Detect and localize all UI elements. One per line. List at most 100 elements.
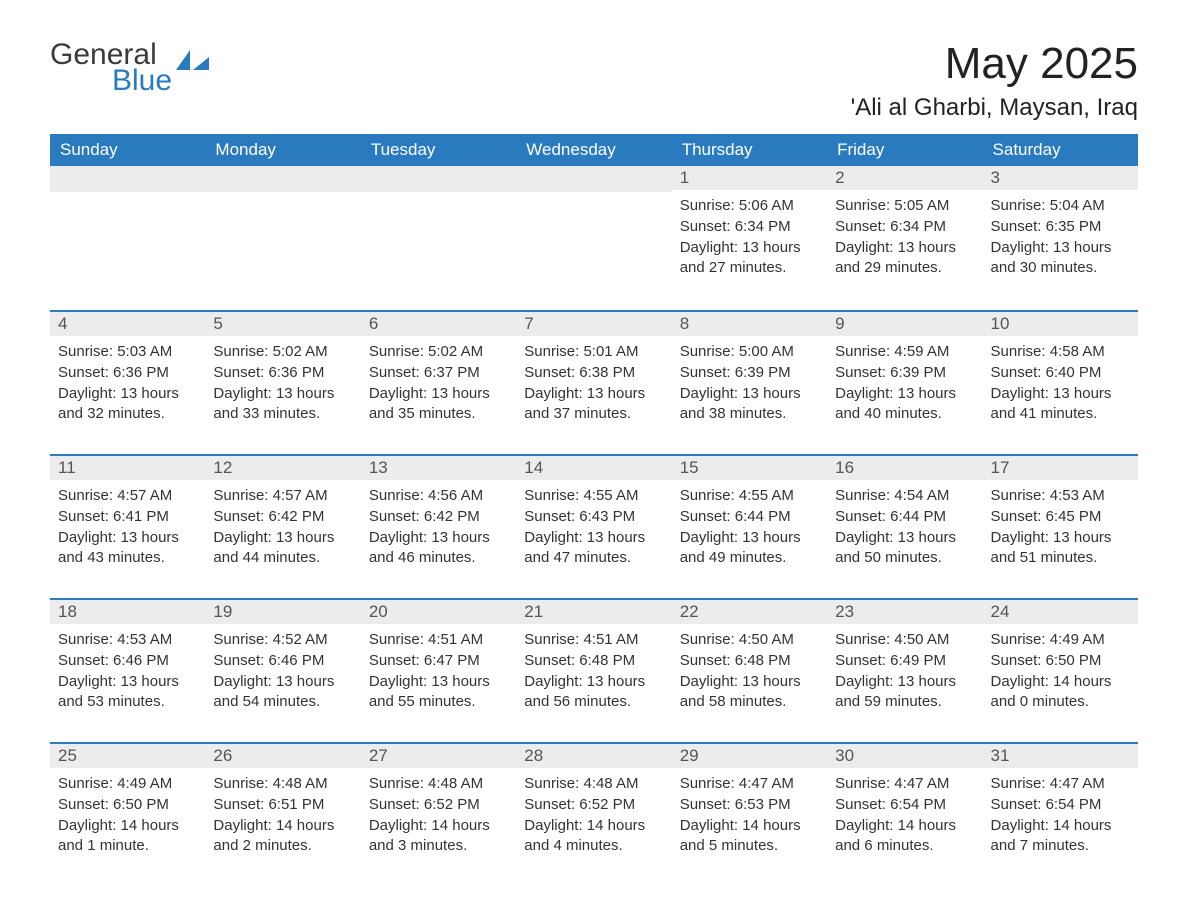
day-body: Sunrise: 4:48 AMSunset: 6:52 PMDaylight:… [516, 768, 671, 861]
sunrise-line: Sunrise: 4:50 AM [835, 630, 974, 651]
day-cell: 25Sunrise: 4:49 AMSunset: 6:50 PMDayligh… [50, 742, 205, 886]
day-number: 12 [205, 456, 360, 480]
daylight-line: Daylight: 13 hours and 30 minutes. [991, 238, 1130, 279]
sunrise-line: Sunrise: 4:57 AM [213, 486, 352, 507]
day-number: 8 [672, 312, 827, 336]
sunset-line: Sunset: 6:39 PM [680, 363, 819, 384]
day-cell: 7Sunrise: 5:01 AMSunset: 6:38 PMDaylight… [516, 310, 671, 454]
day-cell: 16Sunrise: 4:54 AMSunset: 6:44 PMDayligh… [827, 454, 982, 598]
day-cell: 21Sunrise: 4:51 AMSunset: 6:48 PMDayligh… [516, 598, 671, 742]
calendar-page: General Blue May 2025 'Ali al Gharbi, Ma… [0, 0, 1188, 918]
weekday-tuesday: Tuesday [361, 134, 516, 166]
daylight-line: Daylight: 13 hours and 35 minutes. [369, 384, 508, 425]
empty-cell [205, 166, 360, 310]
day-body: Sunrise: 5:03 AMSunset: 6:36 PMDaylight:… [50, 336, 205, 429]
sunset-line: Sunset: 6:54 PM [991, 795, 1130, 816]
day-number: 10 [983, 312, 1138, 336]
day-body: Sunrise: 4:47 AMSunset: 6:53 PMDaylight:… [672, 768, 827, 861]
day-body: Sunrise: 5:04 AMSunset: 6:35 PMDaylight:… [983, 190, 1138, 283]
sunrise-line: Sunrise: 5:00 AM [680, 342, 819, 363]
sunrise-line: Sunrise: 4:48 AM [369, 774, 508, 795]
daylight-line: Daylight: 13 hours and 55 minutes. [369, 672, 508, 713]
day-cell: 30Sunrise: 4:47 AMSunset: 6:54 PMDayligh… [827, 742, 982, 886]
day-cell: 19Sunrise: 4:52 AMSunset: 6:46 PMDayligh… [205, 598, 360, 742]
daylight-line: Daylight: 13 hours and 38 minutes. [680, 384, 819, 425]
calendar-table: SundayMondayTuesdayWednesdayThursdayFrid… [50, 134, 1138, 886]
day-cell: 17Sunrise: 4:53 AMSunset: 6:45 PMDayligh… [983, 454, 1138, 598]
day-number: 29 [672, 744, 827, 768]
sunrise-line: Sunrise: 5:03 AM [58, 342, 197, 363]
day-number: 13 [361, 456, 516, 480]
daylight-line: Daylight: 13 hours and 53 minutes. [58, 672, 197, 713]
day-cell: 24Sunrise: 4:49 AMSunset: 6:50 PMDayligh… [983, 598, 1138, 742]
day-number: 15 [672, 456, 827, 480]
day-number: 20 [361, 600, 516, 624]
daylight-line: Daylight: 13 hours and 41 minutes. [991, 384, 1130, 425]
sunset-line: Sunset: 6:36 PM [213, 363, 352, 384]
sunset-line: Sunset: 6:46 PM [58, 651, 197, 672]
day-body: Sunrise: 5:02 AMSunset: 6:37 PMDaylight:… [361, 336, 516, 429]
daylight-line: Daylight: 13 hours and 29 minutes. [835, 238, 974, 279]
sunrise-line: Sunrise: 5:02 AM [213, 342, 352, 363]
day-body: Sunrise: 4:50 AMSunset: 6:48 PMDaylight:… [672, 624, 827, 717]
sunrise-line: Sunrise: 5:05 AM [835, 196, 974, 217]
day-body: Sunrise: 4:54 AMSunset: 6:44 PMDaylight:… [827, 480, 982, 573]
sunset-line: Sunset: 6:47 PM [369, 651, 508, 672]
sunrise-line: Sunrise: 5:04 AM [991, 196, 1130, 217]
sunrise-line: Sunrise: 5:01 AM [524, 342, 663, 363]
day-number [516, 166, 671, 192]
day-body: Sunrise: 4:48 AMSunset: 6:52 PMDaylight:… [361, 768, 516, 861]
sunset-line: Sunset: 6:34 PM [835, 217, 974, 238]
calendar-head: SundayMondayTuesdayWednesdayThursdayFrid… [50, 134, 1138, 166]
empty-cell [50, 166, 205, 310]
day-cell: 13 Sunrise: 4:56 AMSunset: 6:42 PMDayligh… [361, 454, 516, 598]
sunrise-line: Sunrise: 5:02 AM [369, 342, 508, 363]
day-number: 7 [516, 312, 671, 336]
day-number: 27 [361, 744, 516, 768]
day-number: 22 [672, 600, 827, 624]
sunset-line: Sunset: 6:51 PM [213, 795, 352, 816]
daylight-line: Daylight: 13 hours and 44 minutes. [213, 528, 352, 569]
daylight-line: Daylight: 13 hours and 58 minutes. [680, 672, 819, 713]
page-header: General Blue May 2025 'Ali al Gharbi, Ma… [50, 40, 1138, 122]
sunrise-line: Sunrise: 4:47 AM [991, 774, 1130, 795]
day-body: Sunrise: 4:58 AMSunset: 6:40 PMDaylight:… [983, 336, 1138, 429]
day-number: 19 [205, 600, 360, 624]
day-body: Sunrise: 4:53 AMSunset: 6:45 PMDaylight:… [983, 480, 1138, 573]
day-number [205, 166, 360, 192]
day-body: Sunrise: 4:59 AMSunset: 6:39 PMDaylight:… [827, 336, 982, 429]
day-number: 16 [827, 456, 982, 480]
day-cell: 20Sunrise: 4:51 AMSunset: 6:47 PMDayligh… [361, 598, 516, 742]
day-body: Sunrise: 4:51 AMSunset: 6:47 PMDaylight:… [361, 624, 516, 717]
location: 'Ali al Gharbi, Maysan, Iraq [851, 94, 1138, 122]
daylight-line: Daylight: 14 hours and 5 minutes. [680, 816, 819, 857]
sunset-line: Sunset: 6:45 PM [991, 507, 1130, 528]
day-number [361, 166, 516, 192]
sunrise-line: Sunrise: 4:58 AM [991, 342, 1130, 363]
daylight-line: Daylight: 13 hours and 59 minutes. [835, 672, 974, 713]
daylight-line: Daylight: 13 hours and 49 minutes. [680, 528, 819, 569]
daylight-line: Daylight: 14 hours and 0 minutes. [991, 672, 1130, 713]
day-cell: 12 Sunrise: 4:57 AMSunset: 6:42 PMDayligh… [205, 454, 360, 598]
sunset-line: Sunset: 6:42 PM [369, 507, 508, 528]
day-number: 1 [672, 166, 827, 190]
day-cell: 14Sunrise: 4:55 AMSunset: 6:43 PMDayligh… [516, 454, 671, 598]
sunset-line: Sunset: 6:44 PM [835, 507, 974, 528]
sunset-line: Sunset: 6:38 PM [524, 363, 663, 384]
sunset-line: Sunset: 6:49 PM [835, 651, 974, 672]
day-number: 14 [516, 456, 671, 480]
day-body: Sunrise: 4:49 AMSunset: 6:50 PMDaylight:… [983, 624, 1138, 717]
day-cell: 5Sunrise: 5:02 AMSunset: 6:36 PMDaylight… [205, 310, 360, 454]
day-cell: 18Sunrise: 4:53 AMSunset: 6:46 PMDayligh… [50, 598, 205, 742]
sunset-line: Sunset: 6:42 PM [213, 507, 352, 528]
empty-cell [361, 166, 516, 310]
day-number: 21 [516, 600, 671, 624]
sunrise-line: Sunrise: 4:56 AM [369, 486, 508, 507]
sunset-line: Sunset: 6:53 PM [680, 795, 819, 816]
day-cell: 28Sunrise: 4:48 AMSunset: 6:52 PMDayligh… [516, 742, 671, 886]
day-cell: 11Sunrise: 4:57 AMSunset: 6:41 PMDayligh… [50, 454, 205, 598]
title-block: May 2025 'Ali al Gharbi, Maysan, Iraq [851, 40, 1138, 122]
daylight-line: Daylight: 13 hours and 46 minutes. [369, 528, 508, 569]
day-body: Sunrise: 4:52 AMSunset: 6:46 PMDaylight:… [205, 624, 360, 717]
day-body: Sunrise: 4:51 AMSunset: 6:48 PMDaylight:… [516, 624, 671, 717]
